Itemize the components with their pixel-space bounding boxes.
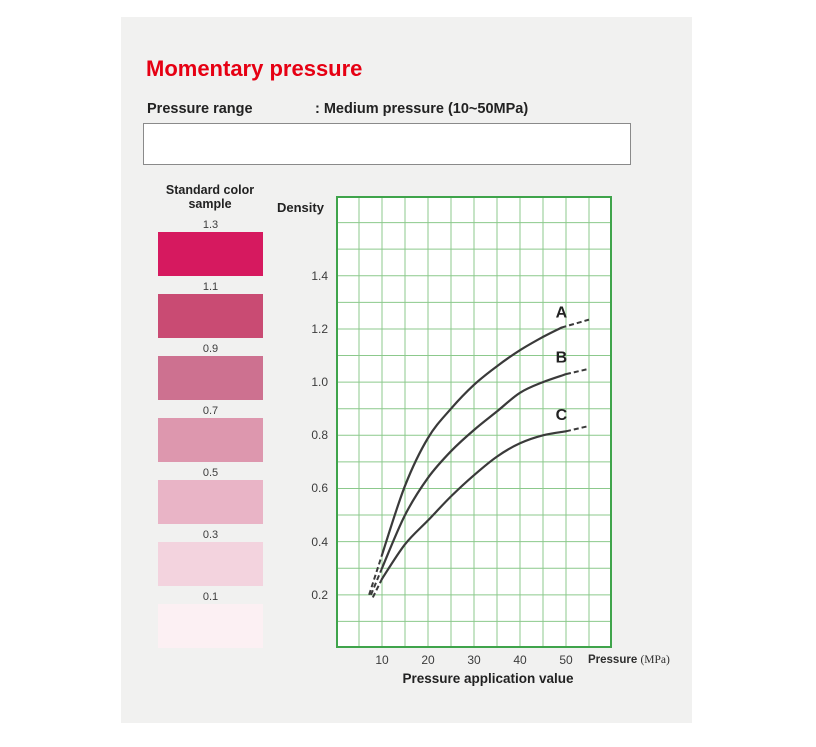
density-value-label: 0.1: [202, 591, 219, 603]
color-swatch: [158, 356, 263, 400]
density-value-label: 1.1: [202, 281, 219, 293]
color-sample-item: 1.3: [158, 220, 263, 276]
curve-A-dashed-end: [561, 318, 590, 329]
x-tick-label: 40: [513, 653, 527, 667]
plot-border: [336, 196, 612, 648]
density-value-label: 0.9: [202, 343, 219, 355]
curve-A-dashed-start: [368, 554, 383, 596]
curve-label-B: B: [556, 350, 568, 367]
color-swatch: [158, 232, 263, 276]
color-sample-item: 0.7: [158, 406, 263, 462]
y-tick-label: 0.6: [311, 481, 328, 496]
y-tick-label: 0.8: [311, 428, 328, 443]
curve-C-dashed-end: [565, 425, 590, 433]
y-tick-label: 0.4: [311, 534, 328, 549]
color-swatch: [158, 542, 263, 586]
x-tick-label: 50: [559, 653, 573, 667]
x-unit-paren: (MPa): [640, 654, 670, 666]
curve-label-A: A: [556, 304, 568, 321]
color-sample-item: 0.9: [158, 344, 263, 400]
curve-label-C: C: [556, 407, 568, 424]
empty-notes-box: [143, 123, 631, 165]
pressure-range-value: : Medium pressure (10~50MPa): [315, 101, 529, 117]
color-swatch: [158, 418, 263, 462]
density-value-label: 0.3: [202, 529, 219, 541]
color-sample-item: 0.1: [158, 592, 263, 648]
x-tick-label: 20: [421, 653, 435, 667]
y-axis-title: Density: [277, 200, 324, 215]
color-sample-item: 1.1: [158, 282, 263, 338]
pressure-range-label: Pressure range: [147, 101, 253, 117]
curve-C-dashed-start: [371, 578, 383, 598]
curve-A: [380, 326, 563, 557]
page-title: Momentary pressure: [146, 56, 363, 81]
curve-C: [380, 430, 568, 580]
y-tick-label: 1.4: [311, 268, 328, 283]
color-sample-item: 0.3: [158, 530, 263, 586]
y-tick-label: 1.0: [311, 375, 328, 390]
x-axis-unit-label: Pressure (MPa): [588, 654, 670, 666]
y-tick-label: 0.2: [311, 587, 328, 602]
x-tick-label: 30: [467, 653, 481, 667]
x-tick-label: 10: [375, 653, 389, 667]
curve-B-dashed-end: [565, 367, 590, 376]
density-value-label: 0.5: [202, 467, 219, 479]
density-value-label: 1.3: [202, 219, 219, 231]
standard-color-sample-heading: Standard color sample: [146, 183, 274, 211]
curve-B: [380, 373, 568, 570]
density-value-label: 0.7: [202, 405, 219, 417]
y-tick-label: 1.2: [311, 321, 328, 336]
color-swatch: [158, 604, 263, 648]
x-axis-title: Pressure application value: [402, 671, 574, 686]
curve-B-dashed-start: [370, 567, 383, 596]
color-swatch: [158, 294, 263, 338]
x-unit-word: Pressure: [588, 654, 638, 666]
heading-line-2: sample: [188, 196, 232, 211]
color-sample-item: 0.5: [158, 468, 263, 524]
color-swatch: [158, 480, 263, 524]
pressure-density-chart: A B C: [336, 196, 612, 648]
heading-line-1: Standard color: [165, 183, 255, 197]
color-swatch-column: 1.3 1.1 0.9 0.7 0.5 0.3 0.1: [158, 220, 263, 654]
